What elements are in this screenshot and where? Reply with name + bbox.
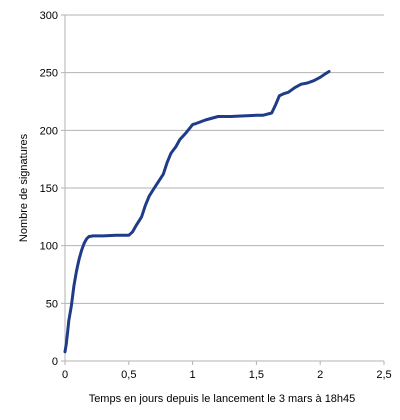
x-axis-title: Temps en jours depuis le lancement le 3 … [89,393,356,405]
x-tick-label: 2,5 [376,369,391,381]
y-axis-title: Nombre de signatures [18,133,30,242]
series-line [63,70,331,354]
x-tick-label: 0 [62,369,68,381]
gridlines [65,14,384,304]
axes [61,14,385,365]
y-tick-label: 50 [46,298,58,310]
y-tick-label: 200 [40,125,58,137]
series-layer [63,70,331,354]
x-tick-label: 1,5 [249,369,264,381]
y-tick-label: 300 [40,10,58,22]
y-tick-label: 250 [40,68,58,80]
x-tick-label: 1 [190,369,196,381]
x-tick-label: 0,5 [121,369,136,381]
tick-labels: 0 50 100 150 200 250 300 0 0,5 1 1,5 2 2,5 [40,10,392,381]
y-tick-label: 150 [40,183,58,195]
x-tick-label: 2 [317,369,323,381]
y-tick-label: 100 [40,241,58,253]
y-tick-label: 0 [52,356,58,368]
